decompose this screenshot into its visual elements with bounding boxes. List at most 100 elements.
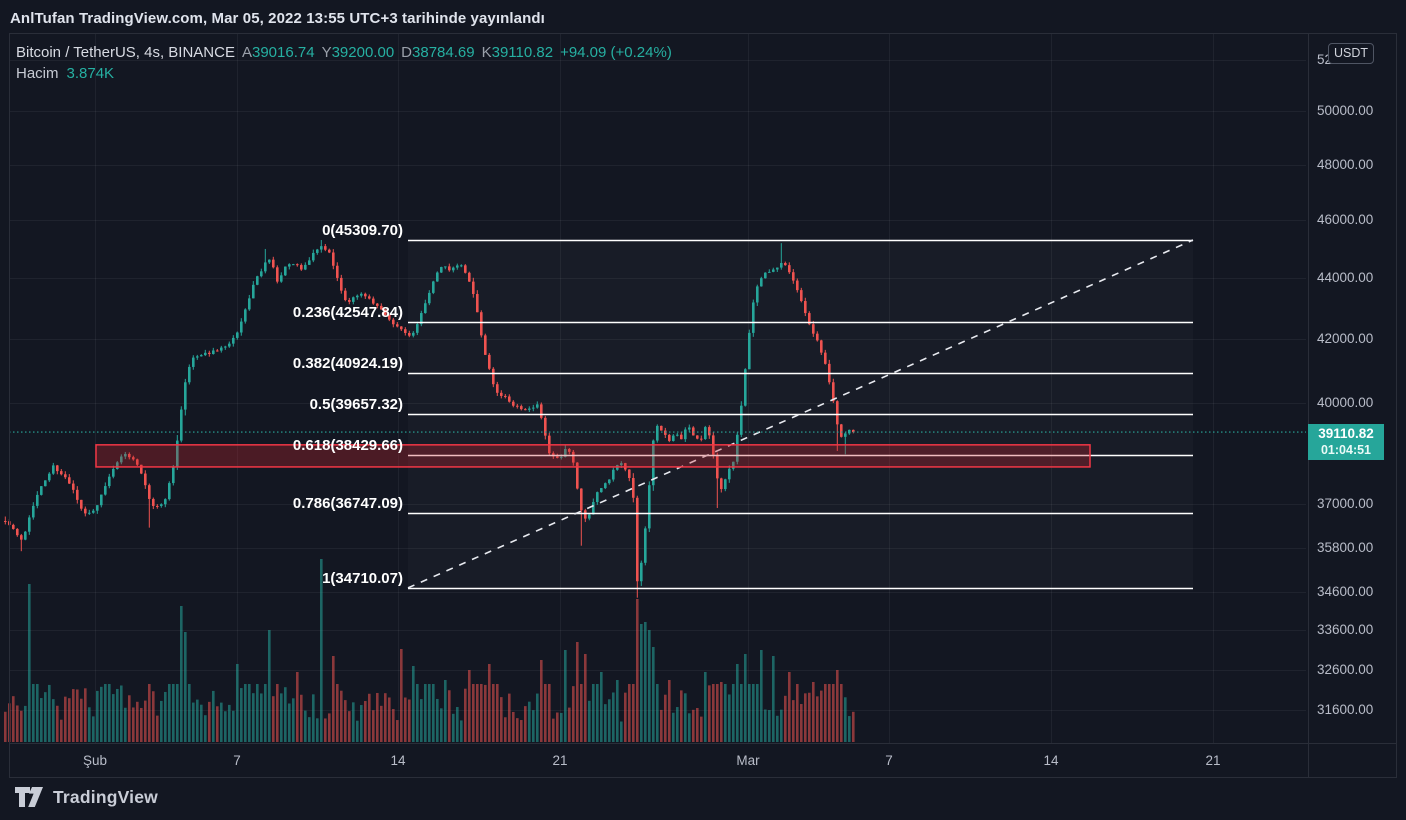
candle-body bbox=[556, 456, 559, 458]
volume-bar bbox=[296, 672, 299, 742]
volume-bar bbox=[528, 701, 531, 742]
volume-bar bbox=[52, 699, 55, 742]
volume-bar bbox=[632, 684, 635, 742]
candle-body bbox=[588, 514, 591, 519]
volume-bar bbox=[808, 692, 811, 742]
volume-bar bbox=[780, 709, 783, 742]
volume-bar bbox=[236, 664, 239, 742]
volume-bar bbox=[100, 686, 103, 742]
volume-bar bbox=[544, 684, 547, 742]
tradingview-watermark-text: TradingView bbox=[53, 786, 158, 807]
candle-body bbox=[156, 505, 159, 507]
volume-bar bbox=[356, 720, 359, 742]
volume-bar bbox=[608, 699, 611, 742]
volume-bar bbox=[804, 693, 807, 742]
volume-bar bbox=[184, 632, 187, 742]
volume-bar bbox=[416, 684, 419, 742]
candle-body bbox=[408, 332, 411, 336]
volume-bar bbox=[212, 690, 215, 742]
candle-body bbox=[236, 332, 239, 338]
candle-body bbox=[204, 352, 207, 356]
candle-body bbox=[676, 434, 679, 436]
candle-body bbox=[352, 297, 355, 302]
candle-body bbox=[492, 368, 495, 385]
volume-bar bbox=[532, 710, 535, 742]
volume-bar bbox=[472, 684, 475, 742]
candle-body bbox=[600, 488, 603, 493]
candle-body bbox=[68, 477, 71, 484]
volume-bar bbox=[192, 702, 195, 742]
candle-body bbox=[120, 456, 123, 463]
candle-body bbox=[740, 405, 743, 435]
tradingview-watermark[interactable]: TradingView bbox=[14, 786, 158, 808]
candle-body bbox=[720, 478, 723, 490]
volume-bar bbox=[476, 684, 479, 742]
candle-body bbox=[268, 259, 271, 263]
candle-body bbox=[424, 303, 427, 314]
candle-body bbox=[568, 448, 571, 452]
candle-body bbox=[184, 382, 187, 410]
candle-body bbox=[440, 267, 443, 273]
candle-body bbox=[640, 562, 643, 582]
candle-body bbox=[728, 468, 731, 480]
volume-bar bbox=[172, 684, 175, 742]
candle-body bbox=[404, 329, 407, 333]
candle-body bbox=[852, 429, 855, 433]
candle-body bbox=[724, 479, 727, 490]
candle-body bbox=[12, 524, 15, 529]
volume-bar bbox=[104, 684, 107, 742]
currency-unit-button[interactable]: USDT bbox=[1328, 43, 1374, 64]
candle-body bbox=[188, 366, 191, 383]
candle-body bbox=[88, 512, 91, 514]
price-tick-label: 34600.00 bbox=[1317, 584, 1374, 600]
volume-bar bbox=[844, 697, 847, 742]
volume-bar bbox=[552, 718, 555, 742]
time-tick-label: 21 bbox=[1205, 753, 1221, 768]
volume-bar bbox=[700, 716, 703, 742]
volume-bar bbox=[488, 664, 491, 742]
candle-body bbox=[736, 434, 739, 462]
candle-body bbox=[148, 485, 151, 499]
volume-bar bbox=[68, 698, 71, 742]
candle-body bbox=[252, 284, 255, 299]
volume-bar bbox=[300, 694, 303, 742]
candle-body bbox=[836, 401, 839, 425]
candle-body bbox=[784, 263, 787, 266]
volume-bar bbox=[24, 705, 27, 742]
volume-bar bbox=[220, 702, 223, 742]
candle-body bbox=[812, 324, 815, 334]
candle-body bbox=[416, 324, 419, 333]
candle-body bbox=[328, 249, 331, 253]
volume-bar bbox=[736, 664, 739, 742]
volume-bar bbox=[640, 624, 643, 742]
candle-body bbox=[32, 505, 35, 518]
candle-body bbox=[692, 427, 695, 436]
volume-bar bbox=[432, 684, 435, 742]
volume-bar bbox=[832, 684, 835, 742]
volume-bar bbox=[568, 707, 571, 742]
volume-bar bbox=[588, 700, 591, 742]
price-tick-label: 44000.00 bbox=[1317, 270, 1374, 286]
volume-bar bbox=[484, 684, 487, 742]
candle-body bbox=[760, 278, 763, 287]
volume-bar bbox=[256, 684, 259, 742]
volume-bars bbox=[4, 559, 855, 742]
volume-bar bbox=[468, 670, 471, 742]
volume-bar bbox=[456, 707, 459, 742]
candle-body bbox=[260, 271, 263, 277]
candle-body bbox=[584, 510, 587, 519]
volume-bar bbox=[232, 710, 235, 742]
volume-bar bbox=[716, 684, 719, 742]
candle-body bbox=[248, 298, 251, 310]
candle-body bbox=[232, 337, 235, 344]
volume-bar bbox=[252, 693, 255, 742]
volume-bar bbox=[584, 654, 587, 742]
volume-bar bbox=[712, 684, 715, 742]
volume-bar bbox=[396, 720, 399, 742]
candle-body bbox=[580, 488, 583, 511]
candle-body bbox=[312, 252, 315, 261]
volume-bar bbox=[696, 707, 699, 742]
candle-body bbox=[496, 384, 499, 393]
volume-bar bbox=[728, 694, 731, 742]
